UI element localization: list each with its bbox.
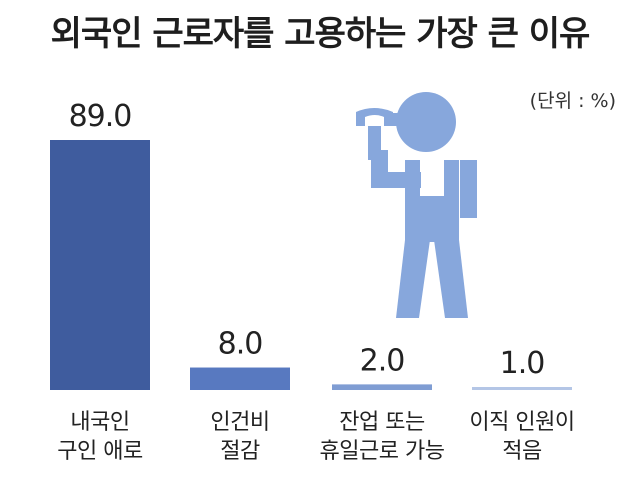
category-label-line: 인건비 — [165, 408, 315, 437]
category-label-3: 이직 인원이 적음 — [447, 408, 597, 466]
value-label-2: 2.0 — [360, 343, 405, 378]
bar-3 — [472, 387, 572, 390]
value-label-1: 8.0 — [218, 327, 263, 362]
category-label-2: 잔업 또는 휴일근로 가능 — [307, 408, 457, 466]
category-label-1: 인건비 절감 — [165, 408, 315, 466]
bar-1 — [190, 368, 290, 390]
category-label-line: 적음 — [447, 437, 597, 466]
worker-with-wrench-icon — [356, 92, 477, 318]
value-label-0: 89.0 — [69, 99, 132, 134]
bar-0 — [50, 140, 150, 390]
bar-2 — [332, 384, 432, 390]
value-label-3: 1.0 — [500, 346, 545, 381]
category-label-line: 내국인 — [25, 408, 175, 437]
category-label-line: 휴일근로 가능 — [307, 437, 457, 466]
category-label-0: 내국인 구인 애로 — [25, 408, 175, 466]
category-label-line: 절감 — [165, 437, 315, 466]
category-label-line: 이직 인원이 — [447, 408, 597, 437]
category-label-line: 잔업 또는 — [307, 408, 457, 437]
category-label-line: 구인 애로 — [25, 437, 175, 466]
